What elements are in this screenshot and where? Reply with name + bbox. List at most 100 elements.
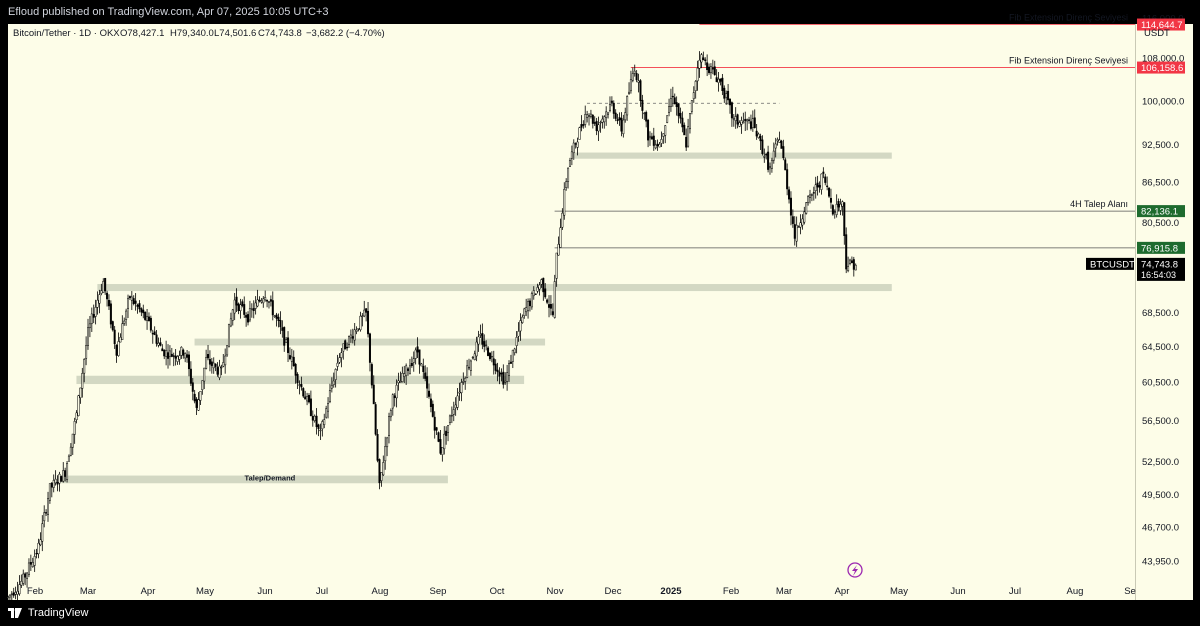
lightning-icon[interactable] (847, 562, 863, 578)
candle-body (298, 384, 301, 386)
chart-pane[interactable] (8, 24, 1143, 600)
candle-body (128, 296, 131, 299)
candle-body (408, 365, 411, 375)
candle-body (47, 498, 50, 515)
candle-body (500, 372, 503, 375)
candle-body (380, 472, 383, 481)
candle-body (178, 355, 181, 360)
candle-body (397, 380, 400, 384)
candle-body (525, 307, 528, 313)
candle-body (719, 78, 722, 82)
candle-body (496, 369, 499, 373)
candle-body (721, 77, 724, 91)
price-labels: 114,644.7 106,158.6 82,136.1 76,915.8 BTCUSD… (1086, 18, 1185, 281)
x-tick-label: Feb (27, 586, 43, 597)
candle-body (208, 359, 211, 365)
candle-body (528, 300, 531, 306)
price-axis[interactable] (1135, 24, 1193, 600)
candle-body (816, 182, 819, 188)
candle-body (778, 139, 781, 143)
candle-body (515, 336, 518, 346)
candle-body (174, 355, 177, 359)
candle-body (321, 421, 324, 430)
candle-body (355, 329, 358, 332)
candle-body (666, 115, 669, 123)
candle-body (62, 470, 65, 482)
candle-body (288, 355, 291, 359)
candle-body (521, 316, 524, 323)
candle-body (690, 100, 693, 112)
candle-body (837, 201, 840, 208)
candle-body (412, 358, 415, 363)
candle-body (73, 420, 76, 435)
demand-zone[interactable] (97, 284, 892, 292)
y-tick-label: 49,500.0 (1142, 490, 1179, 501)
candle-body (589, 113, 592, 117)
candle-body (473, 353, 476, 360)
candle-body (786, 169, 789, 190)
candle-body (176, 356, 179, 362)
candle-body (572, 142, 575, 154)
candle-body (75, 412, 78, 421)
candle-body (772, 150, 775, 161)
candle-body (450, 415, 453, 417)
candle-body (216, 367, 219, 375)
candle-body (271, 300, 274, 316)
candle-body (155, 334, 158, 344)
candle-body (328, 390, 331, 403)
chart-svg[interactable]: Talep/Demand Fib Extension Direnç Seviye… (0, 0, 1200, 600)
candle-body (60, 476, 63, 482)
candle-body (382, 462, 385, 476)
candle-body (671, 95, 674, 98)
candle-body (92, 314, 95, 318)
candle-body (799, 222, 802, 228)
candle-body (483, 341, 486, 347)
candle-body (376, 434, 379, 461)
candle-body (788, 189, 791, 200)
candle-body (205, 357, 208, 369)
candle-body (629, 79, 632, 92)
x-tick-label: Mar (776, 586, 792, 597)
candle-body (317, 424, 320, 429)
candle-body (29, 562, 32, 565)
candle-body (429, 398, 432, 407)
candle-body (443, 433, 446, 450)
level-label: Fib Extension Direnç Seviyesi (1009, 13, 1128, 23)
candle-body (132, 298, 135, 305)
candle-body (389, 410, 392, 418)
candle-body (643, 112, 646, 115)
candle-body (50, 482, 53, 488)
candle-body (292, 356, 295, 367)
candle-body (407, 368, 410, 371)
candle-body (309, 398, 312, 416)
candle-body (464, 377, 467, 382)
candle-body (197, 399, 200, 411)
candle-body (235, 296, 238, 306)
candle-body (401, 372, 404, 382)
candle-body (424, 372, 427, 379)
candle-body (100, 290, 103, 294)
candle-body (227, 323, 230, 348)
demand-zone[interactable] (61, 475, 448, 484)
candle-body (647, 119, 650, 141)
x-tick-label: Apr (835, 586, 850, 597)
candle-body (256, 299, 259, 307)
demand-zone[interactable] (76, 375, 525, 385)
candle-body (58, 473, 61, 484)
candle-body (151, 333, 154, 335)
demand-zone[interactable] (573, 152, 892, 159)
price-level-badge (1137, 61, 1185, 74)
price-level-badge-text: 114,644.7 (1141, 20, 1183, 31)
candle-body (635, 73, 638, 81)
price-level-badge (1137, 205, 1185, 218)
candle-body (393, 395, 396, 398)
candle-body (624, 112, 627, 121)
candle-body (751, 118, 754, 128)
candle-body (639, 80, 642, 101)
candle-body (677, 103, 680, 117)
candle-body (334, 369, 337, 380)
candle-body (218, 365, 221, 378)
candle-body (748, 119, 751, 121)
candle-body (641, 99, 644, 111)
candle-body (681, 117, 684, 128)
